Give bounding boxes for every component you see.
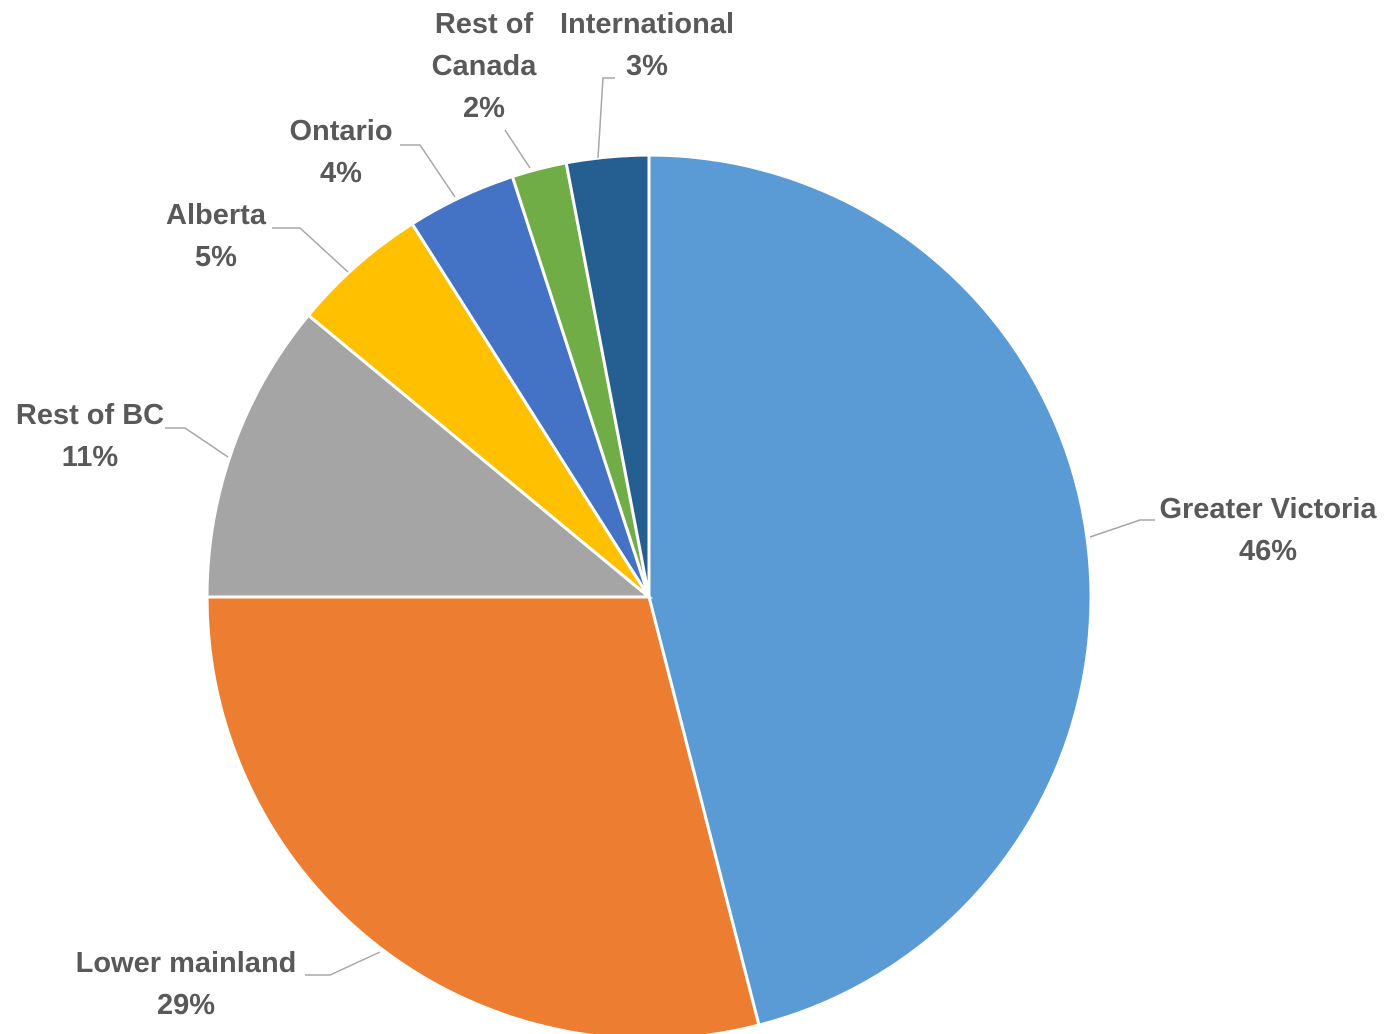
data-label-greater-victoria: Greater Victoria 46%: [1159, 493, 1377, 567]
leader-line-rest-of-bc: [165, 428, 228, 457]
data-label-ontario: Ontario 4%: [289, 115, 392, 189]
data-label-alberta: Alberta 5%: [166, 199, 267, 273]
leader-line-lower-mainland: [305, 952, 380, 975]
leader-line-rest-of-canada: [505, 130, 530, 168]
data-label-lower-mainland: Lower mainland 29%: [76, 947, 297, 1021]
leader-line-international: [598, 78, 615, 158]
slices-layer: [207, 155, 1091, 1034]
leader-line-ontario: [400, 145, 455, 197]
data-label-international: International 3%: [560, 8, 734, 82]
leader-line-alberta: [272, 228, 348, 272]
leader-line-greater-victoria: [1090, 520, 1155, 537]
data-label-rest-of-bc: Rest of BC 11%: [16, 399, 164, 473]
data-label-rest-of-canada: Rest of Canada 2%: [432, 8, 538, 124]
